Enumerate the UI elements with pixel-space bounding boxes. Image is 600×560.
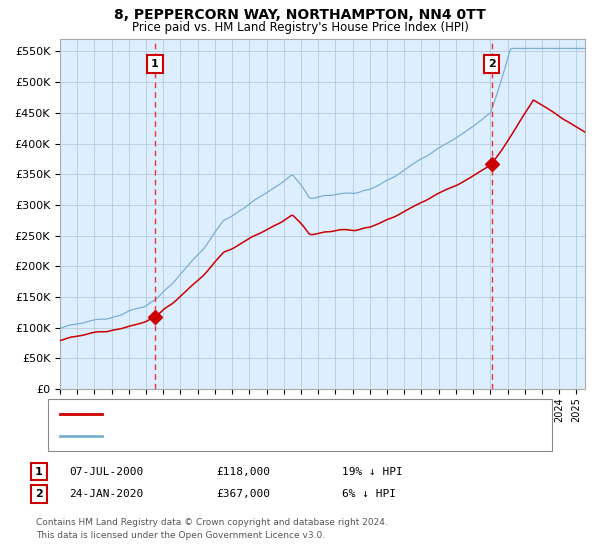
- Text: 19% ↓ HPI: 19% ↓ HPI: [342, 466, 403, 477]
- Text: Price paid vs. HM Land Registry's House Price Index (HPI): Price paid vs. HM Land Registry's House …: [131, 21, 469, 34]
- Text: 24-JAN-2020: 24-JAN-2020: [69, 489, 143, 499]
- Text: 2: 2: [488, 59, 496, 69]
- Text: 6% ↓ HPI: 6% ↓ HPI: [342, 489, 396, 499]
- Text: 1: 1: [35, 466, 43, 477]
- Text: HPI: Average price, detached house, West Northamptonshire: HPI: Average price, detached house, West…: [111, 431, 428, 441]
- Text: 8, PEPPERCORN WAY, NORTHAMPTON, NN4 0TT (detached house): 8, PEPPERCORN WAY, NORTHAMPTON, NN4 0TT …: [111, 409, 452, 419]
- Text: Contains HM Land Registry data © Crown copyright and database right 2024.: Contains HM Land Registry data © Crown c…: [36, 518, 388, 527]
- Text: £367,000: £367,000: [216, 489, 270, 499]
- Text: 07-JUL-2000: 07-JUL-2000: [69, 466, 143, 477]
- Text: 2: 2: [35, 489, 43, 499]
- Text: This data is licensed under the Open Government Licence v3.0.: This data is licensed under the Open Gov…: [36, 531, 325, 540]
- Text: £118,000: £118,000: [216, 466, 270, 477]
- Text: 8, PEPPERCORN WAY, NORTHAMPTON, NN4 0TT: 8, PEPPERCORN WAY, NORTHAMPTON, NN4 0TT: [114, 8, 486, 22]
- Text: 1: 1: [151, 59, 159, 69]
